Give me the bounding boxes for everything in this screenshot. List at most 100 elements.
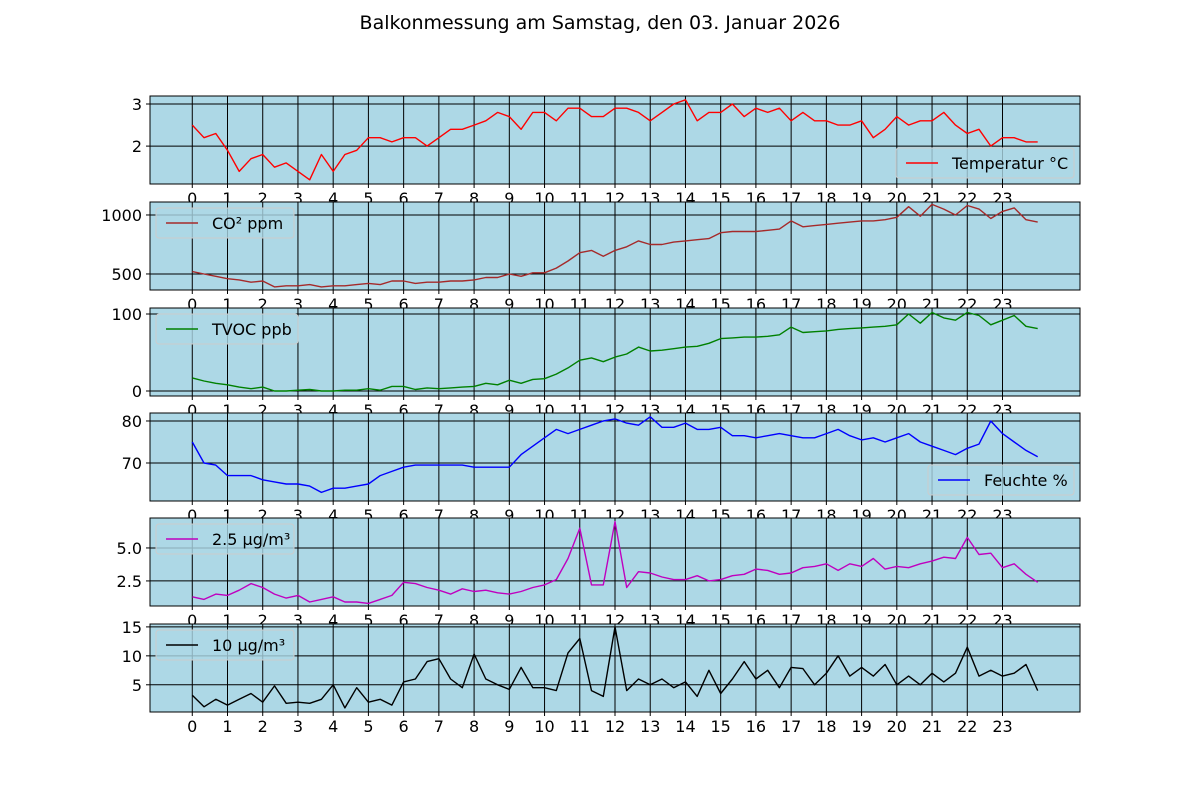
legend-label: TVOC ppb: [211, 320, 292, 339]
y-tick-label: 2: [132, 137, 142, 156]
x-tick-label: 9: [504, 401, 514, 420]
legend: Temperatur °C: [895, 147, 1075, 179]
x-tick-label: 2: [258, 189, 268, 208]
subplot-3: 0 1 2 3 4 5 6 7 8 9 10 11 12 13 14 15 16 17 18 19 20 21 22 2301…: [111, 305, 1081, 420]
legend: 2.5 µg/m³: [155, 523, 295, 555]
chart-title: Balkonmessung am Samstag, den 03. Januar…: [359, 12, 841, 34]
x-tick-label: 3: [293, 506, 303, 525]
y-tick-label: 70: [122, 454, 142, 473]
series-line: [191, 416, 1039, 494]
x-tick-label: 10: [534, 717, 554, 736]
y-tick-label: 15: [122, 618, 142, 637]
x-tick-label: 3: [293, 295, 303, 314]
x-tick-label: 8: [469, 717, 479, 736]
y-tick-label: 500: [111, 265, 142, 284]
legend-label: Feuchte %: [984, 471, 1068, 490]
x-tick-label: 0: [187, 717, 197, 736]
x-tick-label: 6: [399, 611, 409, 630]
x-tick-label: 3: [293, 717, 303, 736]
axes-frame: [149, 412, 1081, 502]
x-tick-label: 17: [781, 717, 801, 736]
y-tick-label: 100: [111, 305, 142, 324]
x-tick-label: 5: [363, 189, 373, 208]
x-tick-label: 21: [922, 717, 942, 736]
legend-box: [895, 147, 1075, 179]
x-tick-label: 5: [363, 506, 373, 525]
x-tick-label: 1: [222, 506, 232, 525]
subplot-4: 0 1 2 3 4 5 6 7 8 9 10 11 12 13 14 15 16 17 18 19 20 21 22 2370…: [122, 412, 1081, 525]
x-tick-label: 0: [187, 295, 197, 314]
axes-frame: [149, 307, 1081, 397]
x-tick-label: 9: [504, 295, 514, 314]
x-tick-label: 8: [469, 506, 479, 525]
x-tick-label: 1: [222, 189, 232, 208]
x-tick-label: 4: [328, 611, 338, 630]
legend-box: [155, 629, 295, 661]
series-line: [192, 520, 1039, 605]
x-tick-label: 7: [434, 401, 444, 420]
x-tick-label: 2: [258, 611, 268, 630]
legend-label: 10 µg/m³: [212, 636, 285, 655]
x-tick-label: 18: [816, 717, 836, 736]
x-tick-label: 8: [469, 189, 479, 208]
legend: TVOC ppb: [155, 313, 299, 345]
legend: CO² ppm: [155, 207, 295, 239]
x-tick-label: 8: [469, 295, 479, 314]
legend-box: [155, 523, 295, 555]
subplot-2: 0 1 2 3 4 5 6 7 8 9 10 11 12 13 14 15 16 17 18 19 20 21 22 2350…: [101, 201, 1081, 314]
x-tick-label: 2: [258, 401, 268, 420]
x-tick-label: 8: [469, 401, 479, 420]
series-line: [191, 99, 1038, 181]
axes-frame: [149, 201, 1081, 291]
x-tick-label: 4: [328, 401, 338, 420]
subplot-5: 0 1 2 3 4 5 6 7 8 9 10 11 12 13 14 15 16 17 18 19 20 21 22 232.…: [117, 517, 1081, 630]
x-tick-label: 7: [434, 611, 444, 630]
subplot-1: 0 1 2 3 4 5 6 7 8 9 10 11 12 13 14 15 16 17 18 19 20 21 22 2323…: [132, 95, 1081, 208]
x-tick-label: 5: [363, 717, 373, 736]
x-tick-label: 2: [258, 506, 268, 525]
x-tick-label: 6: [399, 189, 409, 208]
x-tick-label: 4: [328, 189, 338, 208]
x-tick-label: 4: [328, 506, 338, 525]
x-tick-label: 6: [399, 401, 409, 420]
axes-frame: [149, 517, 1081, 607]
series-line: [192, 203, 1038, 288]
y-tick-label: 10: [122, 647, 142, 666]
x-tick-label: 8: [469, 611, 479, 630]
x-tick-label: 5: [363, 611, 373, 630]
series-line: [192, 311, 1038, 392]
x-tick-label: 7: [434, 506, 444, 525]
x-tick-label: 0: [187, 506, 197, 525]
legend-label: CO² ppm: [212, 214, 283, 233]
x-tick-label: 5: [363, 295, 373, 314]
x-tick-label: 11: [570, 717, 590, 736]
y-tick-label: 1000: [101, 206, 142, 225]
x-tick-label: 1: [222, 717, 232, 736]
x-tick-label: 20: [887, 717, 907, 736]
x-tick-label: 4: [328, 295, 338, 314]
legend-label: Temperatur °C: [951, 154, 1068, 173]
x-tick-label: 19: [851, 717, 871, 736]
x-tick-label: 6: [399, 506, 409, 525]
y-tick-label: 0: [132, 382, 142, 401]
x-tick-label: 22: [957, 717, 977, 736]
x-tick-label: 7: [434, 295, 444, 314]
y-tick-label: 2.5: [117, 572, 142, 591]
y-tick-label: 5: [132, 676, 142, 695]
x-tick-label: 9: [504, 189, 514, 208]
x-tick-label: 1: [222, 611, 232, 630]
subplot-6: 0 1 2 3 4 5 6 7 8 9 10 11 12 13 14 15 16 17 18 19 20 21 22 2351…: [122, 618, 1081, 736]
y-tick-label: 80: [122, 412, 142, 431]
legend-box: [155, 207, 295, 239]
x-tick-label: 3: [293, 401, 303, 420]
x-tick-label: 0: [187, 401, 197, 420]
y-tick-label: 5.0: [117, 539, 142, 558]
x-tick-label: 0: [187, 189, 197, 208]
x-tick-label: 7: [434, 717, 444, 736]
y-tick-label: 3: [132, 95, 142, 114]
x-tick-label: 9: [504, 611, 514, 630]
x-tick-label: 13: [640, 717, 660, 736]
axes-frame: [149, 95, 1081, 185]
x-tick-label: 15: [711, 717, 731, 736]
series-line: [191, 626, 1039, 709]
